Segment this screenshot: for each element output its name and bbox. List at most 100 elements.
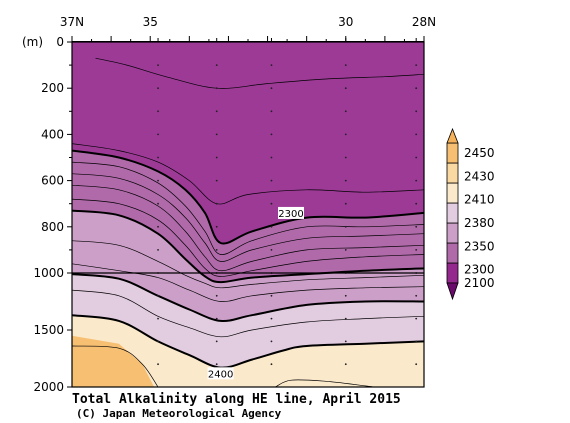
contour-line-2405: [72, 345, 159, 387]
station-sample-point: [215, 363, 218, 366]
colorbar-tick-label: 2380: [464, 216, 495, 230]
station-sample-point: [157, 156, 159, 159]
station-sample-point: [157, 87, 159, 90]
contour-line-2310: [72, 161, 424, 255]
station-sample-point: [215, 225, 218, 228]
station-sample-point: [415, 110, 418, 113]
station-sample-point: [415, 202, 418, 205]
station-sample-point: [270, 133, 273, 136]
station-sample-point: [270, 249, 273, 251]
contour-line-2390: [72, 289, 424, 338]
station-sample-point: [215, 179, 218, 182]
contour-line-2340: [72, 198, 424, 277]
contour-line-2320: [72, 173, 424, 262]
station-sample-point: [270, 156, 273, 159]
station-sample-point: [215, 64, 218, 66]
fill-band-2410: [72, 315, 424, 387]
station-sample-point: [270, 202, 273, 205]
colorbar-tick-label: 2300: [464, 263, 495, 277]
station-sample-point: [270, 363, 273, 366]
y-tick-label: 400: [41, 127, 64, 141]
station-sample-point: [415, 340, 418, 343]
station-sample-point: [215, 156, 218, 159]
station-sample-point: [344, 87, 347, 90]
station-sample-point: [415, 317, 418, 320]
y-unit-label: (m): [22, 35, 43, 49]
value-fills: [72, 42, 424, 387]
station-sample-point: [157, 133, 159, 136]
station-sample-point: [415, 225, 418, 228]
station-sample-point: [415, 179, 418, 182]
colorbar-swatch: [446, 182, 459, 204]
station-sample-point: [215, 249, 218, 251]
station-sample-point: [344, 133, 347, 136]
station-sample-point: [215, 294, 218, 297]
colorbar-tick-label: 2450: [464, 146, 495, 160]
colorbar-tick-label: 2430: [464, 169, 495, 183]
y-tick-label: 0: [56, 35, 64, 49]
station-sample-point: [215, 110, 218, 113]
colorbar-tick-label: 2350: [464, 239, 495, 253]
station-sample-point: [344, 294, 347, 297]
colorbar-under-arrow: [446, 282, 459, 301]
station-sample-point: [415, 87, 418, 90]
station-sample-point: [270, 317, 273, 320]
fill-band-2430: [72, 335, 155, 387]
colorbar-swatch: [446, 262, 459, 284]
station-sample-point: [344, 64, 347, 66]
y-tick-label: 600: [41, 174, 64, 188]
contour-line-2300: [72, 149, 424, 245]
station-sample-point: [157, 363, 159, 366]
station-sample-point: [415, 64, 418, 66]
station-sample-point: [157, 340, 159, 343]
colorbar-swatch: [446, 242, 459, 264]
station-sample-point: [157, 225, 159, 228]
contour-line-2360: [72, 240, 424, 289]
contour-label-bg: [207, 367, 234, 380]
contour-line-2350: [72, 209, 424, 284]
station-sample-point: [157, 294, 159, 297]
station-sample-point: [215, 87, 218, 90]
contour-label-bg: [278, 206, 305, 219]
contour-line-2290: [95, 57, 424, 89]
station-sample-point: [415, 133, 418, 136]
station-sample-point: [415, 363, 418, 366]
y-axis: 0 200 400 600 800 1000 1500 2000: [33, 35, 72, 394]
x-tick-label: 30: [338, 15, 353, 29]
station-sample-point: [270, 225, 273, 228]
station-sample-point: [415, 294, 418, 297]
x-axis: 37N 35 30 28N: [60, 15, 436, 42]
station-sample-point: [344, 202, 347, 205]
station-sample-point: [270, 87, 273, 90]
station-sample-point: [415, 156, 418, 159]
station-sample-point: [344, 110, 347, 113]
colorbar-swatch: [446, 222, 459, 244]
station-sample-point: [270, 294, 273, 297]
colorbar-over-arrow: [446, 127, 459, 144]
station-sample-point: [344, 340, 347, 343]
chart-title: Total Alkalinity along HE line, April 20…: [72, 392, 401, 407]
station-sample-point: [344, 317, 347, 320]
y-tick-label: 1000: [33, 266, 64, 280]
station-sample-point: [157, 202, 159, 205]
station-sample-point: [215, 202, 218, 205]
contour-line-2330: [72, 184, 424, 272]
station-sample-point: [157, 110, 159, 113]
contour-lines: [72, 57, 424, 387]
station-sample-point: [157, 179, 159, 182]
y-tick-label: 800: [41, 220, 64, 234]
station-sample-point: [157, 317, 159, 320]
x-tick-label: 37N: [60, 15, 84, 29]
station-sample-point: [415, 249, 418, 251]
colorbar-swatch: [446, 142, 459, 164]
station-sample-point: [215, 340, 218, 343]
station-sample-point: [157, 249, 159, 251]
colorbar-swatch: [446, 202, 459, 224]
contour-labels: 2300 2400: [207, 206, 305, 380]
x-tick-label: 35: [143, 15, 158, 29]
station-sample-point: [344, 156, 347, 159]
station-sample-point: [344, 363, 347, 366]
station-sample-point: [270, 179, 273, 182]
